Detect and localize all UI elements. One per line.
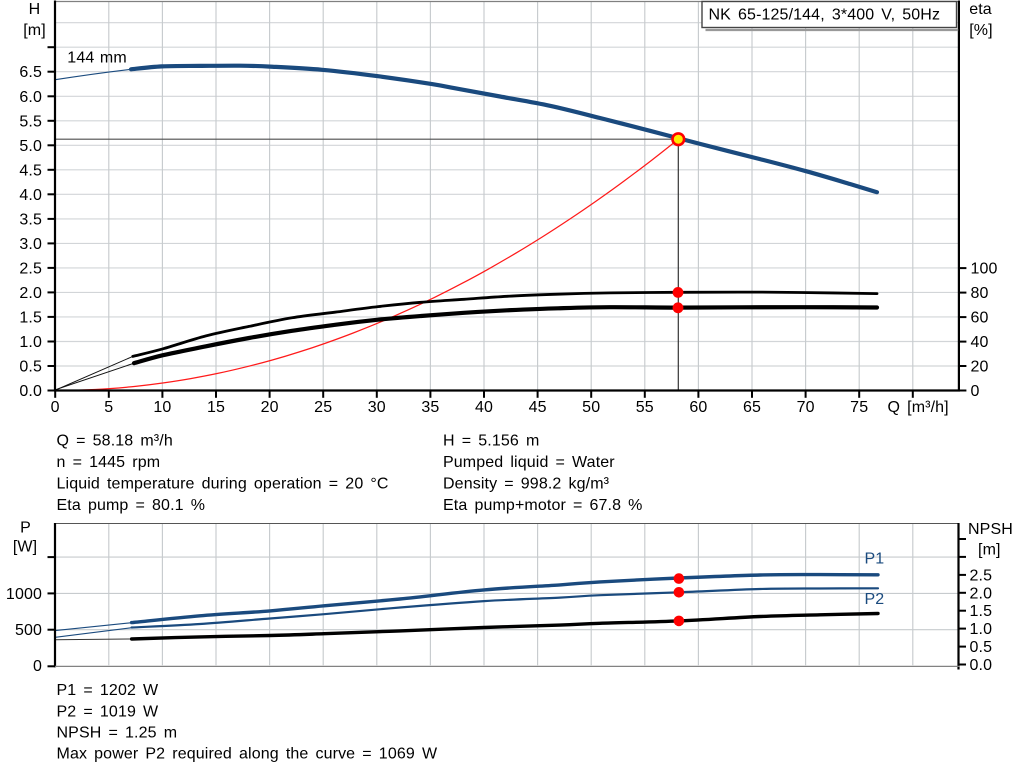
svg-text:1.5: 1.5 xyxy=(19,309,42,326)
svg-text:55: 55 xyxy=(636,399,654,416)
svg-text:Q [m³/h]: Q [m³/h] xyxy=(888,399,949,416)
svg-text:Eta pump+motor = 67.8 %: Eta pump+motor = 67.8 % xyxy=(443,497,643,514)
svg-text:144 mm: 144 mm xyxy=(67,49,127,66)
svg-text:eta: eta xyxy=(969,1,992,18)
svg-text:30: 30 xyxy=(368,399,386,416)
svg-text:P: P xyxy=(20,520,31,537)
svg-text:P1: P1 xyxy=(865,551,885,568)
svg-text:2.5: 2.5 xyxy=(970,567,993,584)
svg-text:H: H xyxy=(29,1,41,18)
svg-text:0.0: 0.0 xyxy=(19,383,42,400)
svg-text:0: 0 xyxy=(51,399,60,416)
svg-text:P1 = 1202 W: P1 = 1202 W xyxy=(57,682,160,699)
svg-text:100: 100 xyxy=(971,261,998,278)
svg-text:[m]: [m] xyxy=(978,541,1001,558)
svg-text:0: 0 xyxy=(33,658,42,675)
svg-text:15: 15 xyxy=(207,399,225,416)
svg-text:Density = 998.2 kg/m³: Density = 998.2 kg/m³ xyxy=(443,476,610,493)
svg-text:NPSH = 1.25 m: NPSH = 1.25 m xyxy=(57,725,178,742)
svg-text:P2: P2 xyxy=(865,591,885,608)
svg-text:60: 60 xyxy=(689,399,707,416)
svg-text:5: 5 xyxy=(104,399,113,416)
svg-text:[W]: [W] xyxy=(13,539,37,556)
svg-text:6.0: 6.0 xyxy=(19,89,42,106)
svg-text:80: 80 xyxy=(971,285,989,302)
svg-text:60: 60 xyxy=(971,310,989,327)
svg-text:70: 70 xyxy=(797,399,815,416)
svg-text:Liquid temperature during oper: Liquid temperature during operation = 20… xyxy=(57,476,389,493)
svg-text:[m]: [m] xyxy=(23,22,46,39)
svg-text:NPSH: NPSH xyxy=(968,521,1013,538)
svg-text:n = 1445 rpm: n = 1445 rpm xyxy=(57,454,161,471)
svg-text:0.0: 0.0 xyxy=(970,657,993,674)
svg-text:4.5: 4.5 xyxy=(19,162,42,179)
svg-text:2.0: 2.0 xyxy=(19,285,42,302)
svg-text:40: 40 xyxy=(971,334,989,351)
svg-text:0: 0 xyxy=(971,383,980,400)
svg-text:Eta pump = 80.1 %: Eta pump = 80.1 % xyxy=(57,497,206,514)
svg-text:4.0: 4.0 xyxy=(19,187,42,204)
svg-text:35: 35 xyxy=(421,399,439,416)
svg-text:P2 = 1019 W: P2 = 1019 W xyxy=(57,703,160,720)
svg-text:500: 500 xyxy=(15,622,42,639)
svg-text:50: 50 xyxy=(582,399,600,416)
svg-text:1.5: 1.5 xyxy=(970,603,993,620)
svg-text:45: 45 xyxy=(529,399,547,416)
svg-text:75: 75 xyxy=(850,399,868,416)
svg-text:25: 25 xyxy=(314,399,332,416)
svg-text:6.5: 6.5 xyxy=(19,64,42,81)
svg-text:5.5: 5.5 xyxy=(19,113,42,130)
svg-text:2.5: 2.5 xyxy=(19,260,42,277)
svg-text:3.5: 3.5 xyxy=(19,211,42,228)
svg-text:5.0: 5.0 xyxy=(19,138,42,155)
svg-text:65: 65 xyxy=(743,399,761,416)
svg-text:H = 5.156 m: H = 5.156 m xyxy=(443,432,539,449)
svg-text:20: 20 xyxy=(261,399,279,416)
svg-text:NK 65-125/144, 3*400 V, 50Hz: NK 65-125/144, 3*400 V, 50Hz xyxy=(709,7,941,24)
svg-text:1.0: 1.0 xyxy=(970,621,993,638)
svg-text:Q = 58.18 m³/h: Q = 58.18 m³/h xyxy=(57,432,173,449)
svg-text:2.0: 2.0 xyxy=(970,585,993,602)
svg-text:3.0: 3.0 xyxy=(19,236,42,253)
svg-text:1000: 1000 xyxy=(6,586,42,603)
svg-text:20: 20 xyxy=(971,359,989,376)
svg-text:Max power P2 required along th: Max power P2 required along the curve = … xyxy=(57,746,438,763)
svg-text:1.0: 1.0 xyxy=(19,334,42,351)
svg-text:[%]: [%] xyxy=(969,22,992,39)
svg-text:40: 40 xyxy=(475,399,493,416)
svg-text:0.5: 0.5 xyxy=(970,639,993,656)
svg-text:0.5: 0.5 xyxy=(19,359,42,376)
svg-text:10: 10 xyxy=(153,399,171,416)
svg-text:Pumped liquid = Water: Pumped liquid = Water xyxy=(443,454,615,471)
